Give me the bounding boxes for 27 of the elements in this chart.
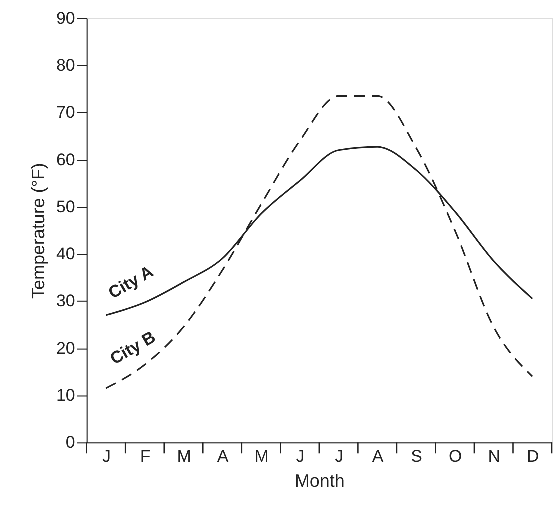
- y-tick-label: 10: [56, 386, 76, 406]
- x-tick-label: M: [177, 447, 192, 466]
- line-series: [105, 95, 534, 390]
- x-tick-label: O: [449, 447, 462, 466]
- y-tick-label: 40: [56, 244, 76, 264]
- text: City B: [107, 328, 159, 369]
- x-tick-label: F: [140, 447, 151, 466]
- x-tick-label: N: [488, 447, 500, 466]
- y-tick-label: 20: [56, 338, 76, 358]
- y-tick-label: 0: [66, 433, 76, 452]
- y-tick-label: 80: [56, 56, 76, 76]
- x-tick-label: A: [372, 447, 384, 466]
- x-axis-title: Month: [294, 471, 345, 492]
- y-tick-label: 50: [56, 197, 76, 216]
- y-tick-label: 70: [56, 103, 76, 122]
- x-tick-label: A: [217, 447, 230, 466]
- y-tick-label: 90: [56, 8, 76, 28]
- x-tick-label: M: [254, 447, 269, 466]
- x-tick-label: J: [296, 447, 305, 466]
- x-tick-label: D: [527, 447, 540, 466]
- y-tick-label: 60: [56, 150, 76, 170]
- x-tick-label: J: [102, 447, 111, 466]
- x-tick-label: S: [411, 447, 422, 466]
- x-tick-label: J: [335, 447, 344, 466]
- y-axis-title: Temperature (°F): [28, 163, 49, 299]
- y-tick-label: 30: [56, 292, 76, 311]
- text: City A: [105, 262, 157, 303]
